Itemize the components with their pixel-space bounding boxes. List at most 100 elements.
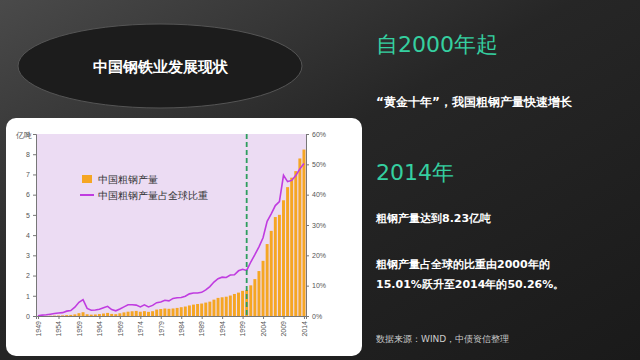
bar (253, 279, 256, 316)
bar (73, 314, 76, 316)
tick-mark (306, 164, 309, 165)
tick-mark (306, 134, 309, 135)
tick-label: 1984 (178, 321, 185, 337)
legend-label: 中国粗钢产量占全球比重 (98, 190, 208, 201)
tick-label: 60% (312, 131, 326, 138)
tick: 1984 (178, 316, 185, 337)
tick: 1969 (117, 316, 124, 337)
tick: 1954 (55, 316, 62, 337)
tick: 1999 (239, 316, 246, 337)
bar (294, 171, 297, 316)
tick: 2004 (260, 316, 267, 337)
bar (65, 315, 68, 316)
tick-label: 7 (26, 171, 30, 178)
bar (290, 178, 293, 316)
bar (282, 200, 285, 316)
tick-label: 1954 (55, 321, 62, 337)
tick-mark (140, 316, 141, 319)
tick: 40% (306, 191, 326, 198)
bar (270, 231, 273, 316)
bar (274, 217, 277, 316)
bar (143, 311, 146, 316)
bar (90, 315, 93, 316)
bar (196, 304, 199, 316)
y-axis: 0123456789 (26, 131, 36, 320)
bar (94, 314, 97, 316)
tick-label: 0 (26, 313, 30, 320)
bar (106, 313, 109, 316)
bar (61, 315, 64, 316)
tick-mark (304, 316, 305, 319)
tick: 4 (26, 232, 36, 239)
line (38, 164, 304, 316)
tick: 1994 (219, 316, 226, 337)
bar (159, 309, 162, 316)
tick-mark (284, 316, 285, 319)
bar (57, 315, 60, 316)
bar (212, 300, 215, 316)
bar (69, 315, 72, 316)
axis-line (33, 135, 37, 317)
bar (110, 314, 113, 316)
tick-mark (99, 316, 100, 319)
tick-label: 10% (312, 282, 326, 289)
tick-mark (33, 174, 36, 175)
tick-label: 1964 (96, 321, 103, 337)
tick-mark (306, 225, 309, 226)
bar (237, 293, 240, 316)
bar (122, 312, 125, 316)
tick: 5 (26, 212, 36, 219)
bar (278, 215, 281, 316)
tick: 2014 (301, 316, 308, 337)
tick-mark (306, 195, 309, 196)
tick-label: 1994 (219, 321, 226, 337)
tick-label: 30% (312, 222, 326, 229)
tick-label: 1999 (239, 321, 246, 337)
annotation: 2014年 (376, 160, 454, 185)
bar (114, 314, 117, 316)
tick: 0 (26, 313, 36, 320)
tick-mark (263, 316, 264, 319)
tick-label: 8 (26, 151, 30, 158)
tick: 8 (26, 151, 36, 158)
tick-label: 1989 (198, 321, 205, 337)
bar (184, 307, 187, 316)
tick-mark (33, 154, 36, 155)
tick-mark (33, 255, 36, 256)
x-axis: 1949195419591964196919741979198419891994… (35, 316, 308, 337)
bar (257, 271, 260, 316)
bar (163, 308, 166, 316)
annotation: “黄金十年”，我国粗钢产量快速增长 (376, 95, 573, 109)
bar (188, 305, 191, 316)
tick: 1959 (76, 316, 83, 337)
tick-label: 2014 (301, 321, 308, 337)
tick-mark (33, 235, 36, 236)
tick-label: 20% (312, 252, 326, 259)
bar (225, 297, 228, 316)
tick-label: 40% (312, 191, 326, 198)
tick: 30% (306, 222, 326, 229)
legend-swatch (82, 175, 92, 183)
annotation: 粗钢产量占全球的比重由2000年的 (375, 258, 550, 271)
bar (49, 315, 52, 316)
chart-card (6, 118, 362, 356)
tick: 1964 (96, 316, 103, 337)
bar (298, 158, 301, 316)
bar (131, 311, 134, 316)
plot-area (37, 134, 306, 316)
tick-mark (243, 316, 244, 319)
tick: 50% (306, 161, 326, 168)
bar (135, 311, 138, 316)
tick: 1949 (35, 316, 42, 337)
tick-mark (59, 316, 60, 319)
tick: 0% (306, 313, 322, 320)
tick-mark (33, 296, 36, 297)
annotation: 15.01%跃升至2014年的50.26%。 (376, 278, 564, 291)
tick: 20% (306, 252, 326, 259)
bar (53, 315, 56, 316)
bar (221, 297, 224, 316)
bar (192, 305, 195, 316)
slide: 中国钢铁业发展现状01234567890%10%20%30%40%50%60%1… (0, 0, 640, 360)
tick: 6 (26, 191, 36, 198)
bar (286, 187, 289, 316)
